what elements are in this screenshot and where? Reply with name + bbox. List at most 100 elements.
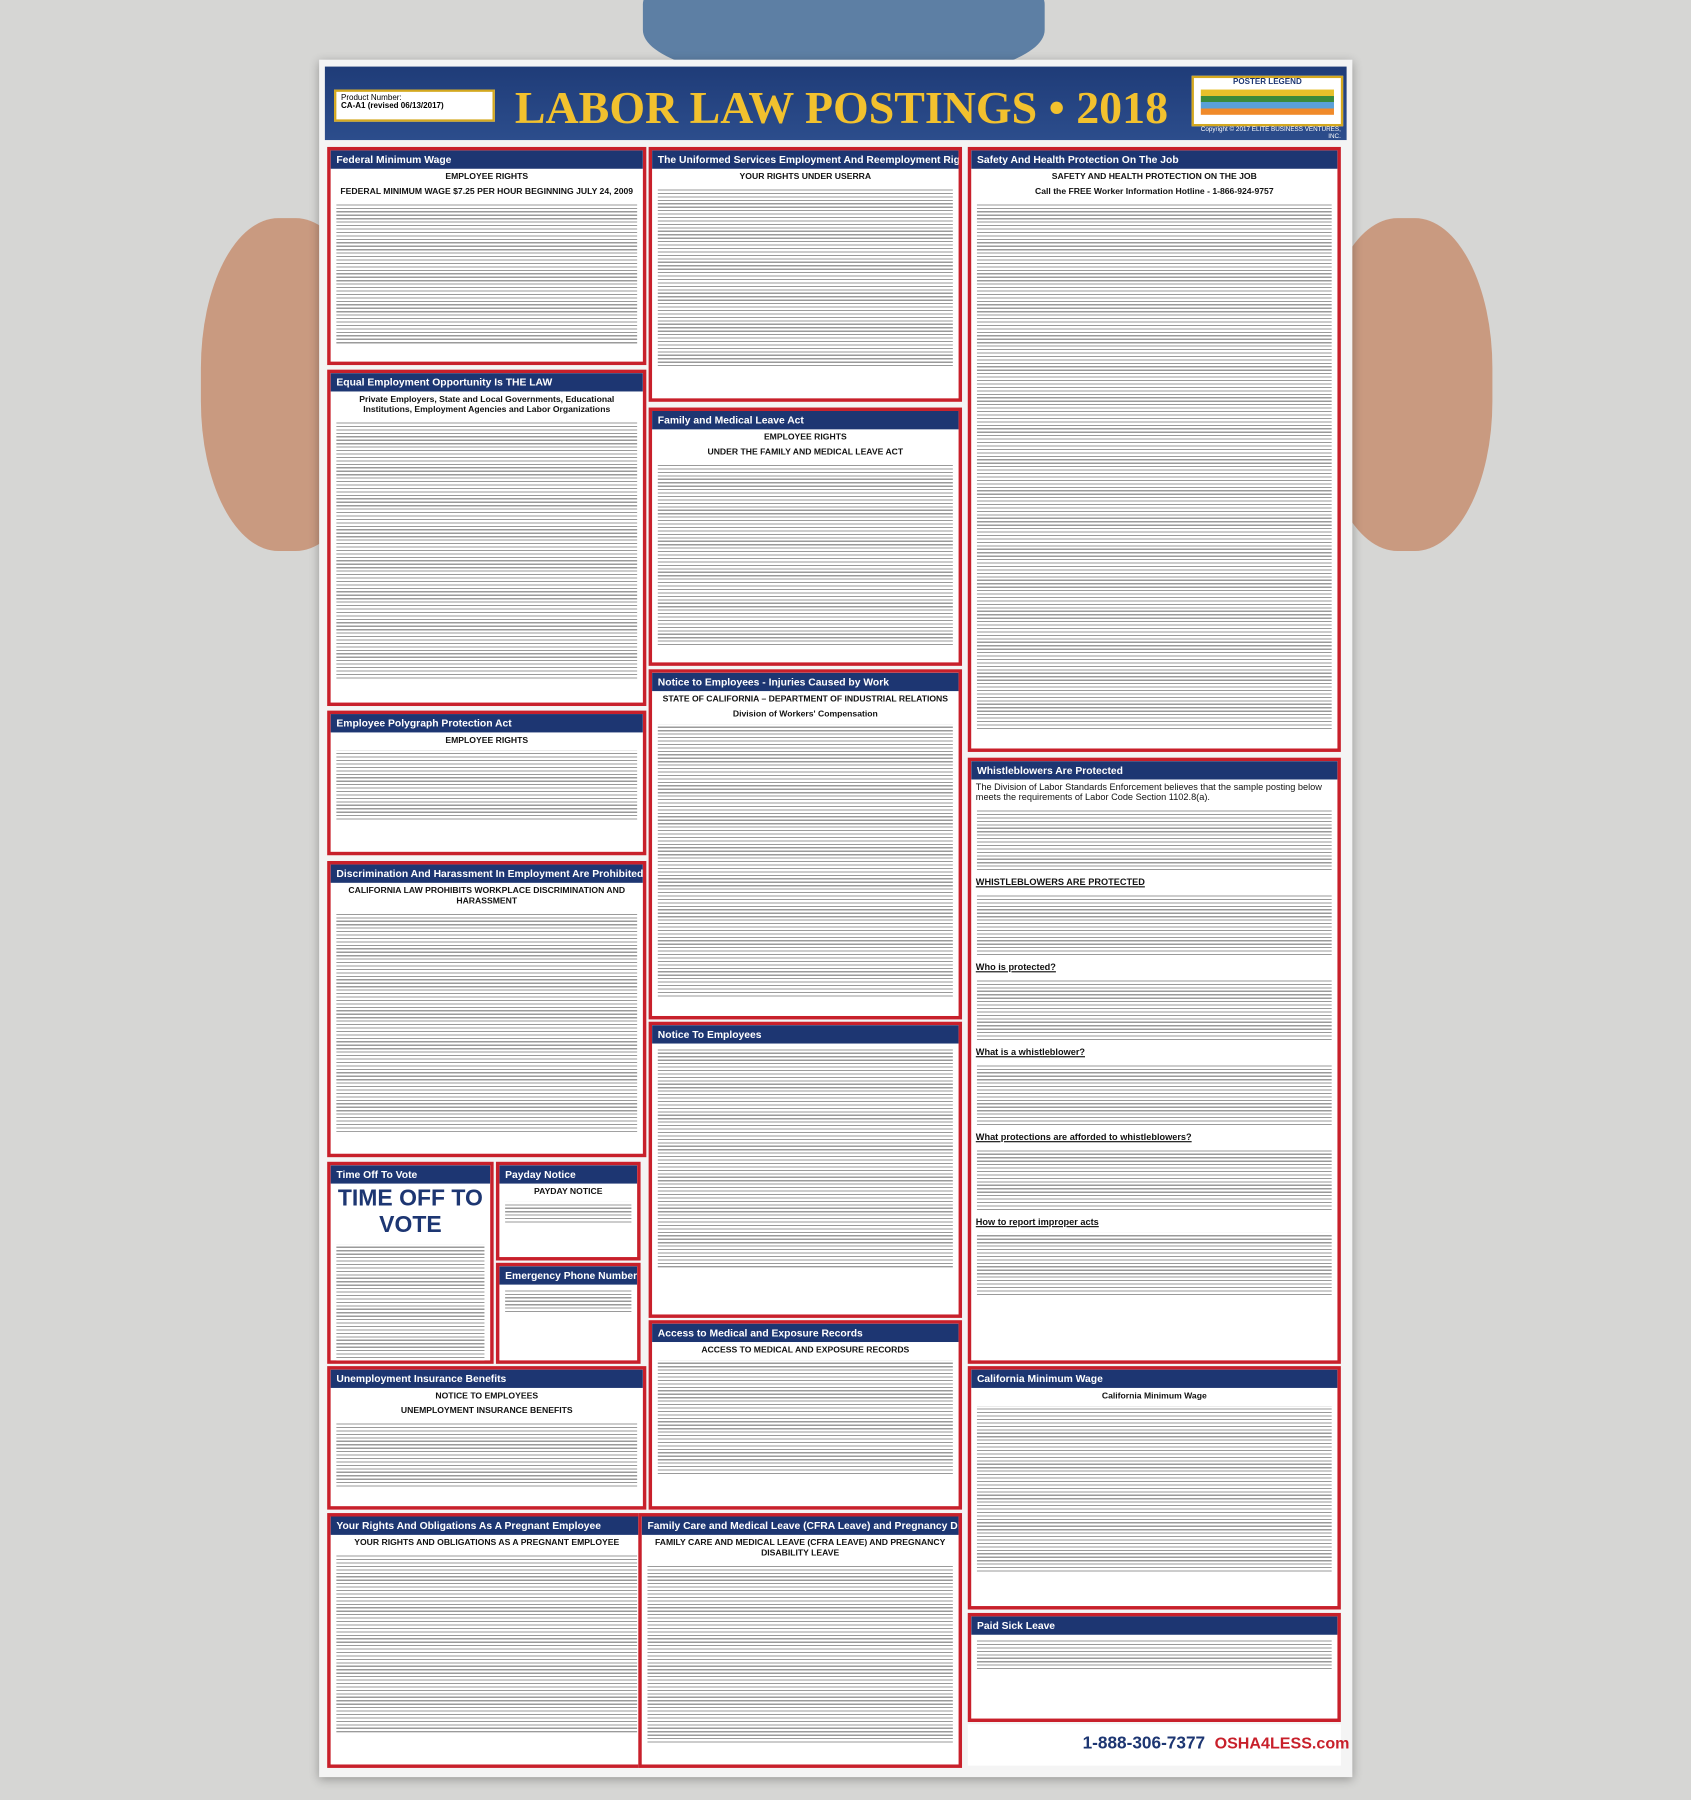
poster-section: The Uniformed Services Employment And Re… xyxy=(648,146,963,402)
section-title: Paid Sick Leave xyxy=(971,1616,1338,1635)
section-title: Time Off To Vote xyxy=(330,1165,491,1184)
text-lines xyxy=(505,1288,632,1314)
section-text: WHISTLEBLOWERS ARE PROTECTED xyxy=(975,877,1145,888)
poster-section: Payday Notice PAYDAY NOTICE xyxy=(495,1161,641,1261)
text-lines xyxy=(336,911,638,1132)
text-lines xyxy=(336,1553,638,1733)
poster-section: Notice To Employees xyxy=(648,1021,963,1318)
section-text: EMPLOYEE RIGHTS xyxy=(763,431,847,442)
text-lines xyxy=(976,1148,1332,1212)
section-title: Federal Minimum Wage xyxy=(330,150,643,169)
poster-section: Family and Medical Leave Act EMPLOYEE RIG… xyxy=(648,407,963,666)
poster-section: Paid Sick Leave xyxy=(967,1612,1341,1722)
section-title: Discrimination And Harassment In Employm… xyxy=(330,864,643,883)
text-lines xyxy=(976,1063,1332,1127)
footer-phone: 1-888-306-7377 xyxy=(1082,1733,1206,1753)
text-lines xyxy=(976,1232,1332,1297)
section-text: The Division of Labor Standards Enforcem… xyxy=(975,781,1322,803)
section-title: Family and Medical Leave Act xyxy=(652,410,959,430)
text-lines xyxy=(336,202,638,345)
text-lines xyxy=(976,202,1332,732)
section-text: YOUR RIGHTS AND OBLIGATIONS AS A PREGNAN… xyxy=(354,1537,620,1548)
section-text: Who is protected? xyxy=(975,962,1056,973)
text-lines xyxy=(657,462,953,646)
text-lines xyxy=(657,1360,953,1475)
section-title: Safety And Health Protection On The Job xyxy=(971,150,1338,169)
section-title: Employee Polygraph Protection Act xyxy=(330,714,643,733)
poster-section: Unemployment Insurance Benefits NOTICE TO… xyxy=(327,1366,647,1510)
poster-section: California Minimum Wage California Minimu… xyxy=(967,1366,1341,1610)
legend-title: POSTER LEGEND xyxy=(1233,78,1302,87)
poster-header: Product Number: CA-A1 (revised 06/13/201… xyxy=(324,66,1347,141)
text-lines xyxy=(336,1244,485,1361)
section-text: YOUR RIGHTS UNDER USERRA xyxy=(739,171,872,182)
section-title: California Minimum Wage xyxy=(971,1369,1338,1388)
section-title: Family Care and Medical Leave (CFRA Leav… xyxy=(641,1516,959,1535)
text-lines xyxy=(505,1201,632,1225)
section-text: UNEMPLOYMENT INSURANCE BENEFITS xyxy=(400,1405,573,1416)
text-lines xyxy=(657,1046,953,1268)
text-lines xyxy=(976,808,1332,872)
poster-section: Equal Employment Opportunity Is THE LAW P… xyxy=(327,369,647,707)
section-text: California Minimum Wage xyxy=(1101,1390,1207,1401)
poster-section: Federal Minimum Wage EMPLOYEE RIGHTS FEDER… xyxy=(327,146,647,366)
section-text: UNDER THE FAMILY AND MEDICAL LEAVE ACT xyxy=(707,446,904,457)
section-text: EMPLOYEE RIGHTS xyxy=(445,171,529,182)
section-text: CALIFORNIA LAW PROHIBITS WORKPLACE DISCR… xyxy=(348,885,626,906)
section-text: FAMILY CARE AND MEDICAL LEAVE (CFRA LEAV… xyxy=(654,1537,946,1558)
section-text: Call the FREE Worker Information Hotline… xyxy=(1035,185,1274,197)
section-text: STATE OF CALIFORNIA – DEPARTMENT OF INDU… xyxy=(662,693,949,704)
text-lines xyxy=(657,187,953,367)
section-text: ACCESS TO MEDICAL AND EXPOSURE RECORDS xyxy=(701,1344,910,1355)
text-lines xyxy=(336,420,638,681)
section-text: PAYDAY NOTICE xyxy=(534,1185,603,1197)
section-title: The Uniformed Services Employment And Re… xyxy=(652,150,959,169)
poster-section: Whistleblowers Are Protected The Division… xyxy=(967,757,1341,1364)
footer: 1-888-306-7377 OSHA4LESS.com xyxy=(967,1724,1349,1766)
legend-box: POSTER LEGEND xyxy=(1191,75,1344,127)
poster-section: Your Rights And Obligations As A Pregnan… xyxy=(327,1513,647,1768)
section-text: Division of Workers' Compensation xyxy=(732,708,878,719)
section-text: NOTICE TO EMPLOYEES xyxy=(435,1390,539,1401)
text-lines xyxy=(657,724,953,999)
section-title: Access to Medical and Exposure Records xyxy=(652,1323,959,1343)
footer-site: OSHA4LESS.com xyxy=(1214,1733,1350,1752)
poster-section: Access to Medical and Exposure Records AC… xyxy=(648,1320,963,1510)
section-text: EMPLOYEE RIGHTS xyxy=(445,734,529,746)
text-lines xyxy=(336,1421,638,1489)
text-lines xyxy=(976,1638,1332,1672)
section-title: Emergency Phone Numbers xyxy=(499,1266,638,1285)
poster-section: Family Care and Medical Leave (CFRA Leav… xyxy=(638,1513,963,1768)
section-title: Equal Employment Opportunity Is THE LAW xyxy=(330,373,643,392)
section-title: Notice to Employees - Injuries Caused by… xyxy=(652,672,959,692)
poster-section: Emergency Phone Numbers xyxy=(495,1262,641,1364)
legend-swatches xyxy=(1200,89,1334,115)
text-lines xyxy=(976,1406,1332,1574)
section-title: Whistleblowers Are Protected xyxy=(971,761,1338,780)
section-title: Unemployment Insurance Benefits xyxy=(330,1369,643,1388)
section-text: What is a whistleblower? xyxy=(975,1046,1086,1058)
copyright: Copyright © 2017 ELITE BUSINESS VENTURES… xyxy=(1200,126,1341,141)
section-text: SAFETY AND HEALTH PROTECTION ON THE JOB xyxy=(1051,171,1257,182)
section-text: FEDERAL MINIMUM WAGE $7.25 PER HOUR BEGI… xyxy=(340,185,634,197)
section-text: How to report improper acts xyxy=(975,1216,1099,1228)
section-title: Notice To Employees xyxy=(652,1025,959,1044)
text-lines xyxy=(976,893,1332,957)
section-text: What protections are afforded to whistle… xyxy=(975,1131,1192,1143)
product-box: Product Number: CA-A1 (revised 06/13/201… xyxy=(334,89,495,122)
poster-section: Time Off To Vote TIME OFF TO VOTE xyxy=(327,1161,494,1364)
product-label: Product Number: xyxy=(340,94,402,103)
section-title: Your Rights And Obligations As A Pregnan… xyxy=(330,1516,643,1535)
text-lines xyxy=(976,978,1332,1042)
section-text: TIME OFF TO VOTE xyxy=(337,1185,483,1238)
poster-section: Safety And Health Protection On The Job S… xyxy=(967,146,1341,752)
poster-section: Notice to Employees - Injuries Caused by… xyxy=(648,669,963,1020)
section-title: Payday Notice xyxy=(499,1165,638,1184)
text-lines xyxy=(647,1563,953,1743)
poster-section: Discrimination And Harassment In Employm… xyxy=(327,861,647,1158)
poster-section: Employee Polygraph Protection Act EMPLOYE… xyxy=(327,710,647,856)
text-lines xyxy=(336,750,638,820)
poster-title: LABOR LAW POSTINGS • 2018 xyxy=(514,81,1169,134)
